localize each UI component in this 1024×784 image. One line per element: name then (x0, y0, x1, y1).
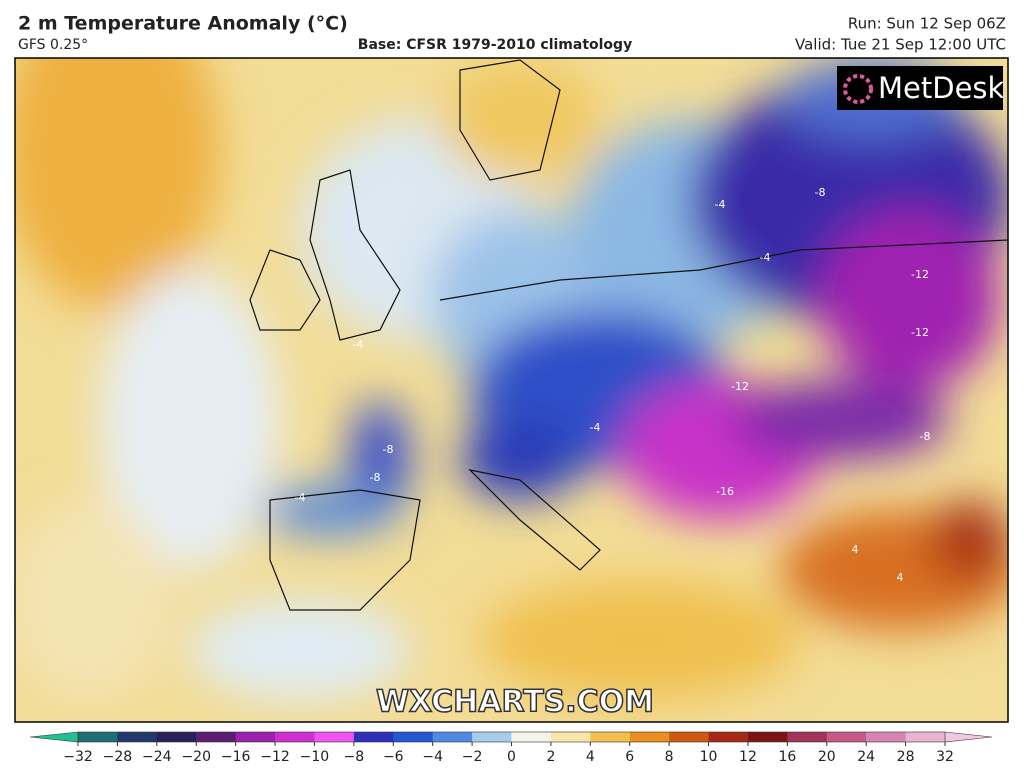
title: 2 m Temperature Anomaly (°C) (18, 13, 348, 35)
colorbar-tick-label: 4 (586, 749, 595, 765)
colorbar-segment (78, 732, 118, 742)
colorbar-segment (117, 732, 158, 742)
colorbar-tick-label: 8 (665, 749, 674, 765)
anomaly-field (15, 58, 1008, 722)
colorbar-segment (196, 732, 237, 742)
colorbar-segment (156, 732, 197, 742)
logo: MetDesk (878, 71, 1005, 105)
base: Base: CFSR 1979-2010 climatology (358, 37, 632, 53)
contour-label: -4 (760, 251, 771, 264)
colorbar-tick-label: 10 (700, 749, 718, 765)
colorbar-segment (747, 732, 788, 742)
colorbar-segment (905, 732, 946, 742)
colorbar-segment (590, 732, 631, 742)
colorbar-tick-label: 16 (778, 749, 796, 765)
colorbar-segment (393, 732, 434, 742)
contour-label: -8 (370, 471, 381, 484)
colorbar-tick-label: 2 (546, 749, 555, 765)
colorbar-segment (826, 732, 867, 742)
colorbar-segment (866, 732, 907, 742)
contour-label: -4 (590, 421, 601, 434)
contour-label: -12 (911, 268, 929, 281)
colorbar-tick-label: −16 (221, 749, 251, 765)
colorbar-tick-label: 12 (739, 749, 757, 765)
colorbar-tick-label: −32 (63, 749, 93, 765)
colorbar-tick-label: −10 (300, 749, 330, 765)
colorbar-segment (669, 732, 710, 742)
contour-label: -4 (295, 491, 306, 504)
colorbar-segment (275, 732, 315, 742)
contour-label: -8 (920, 430, 931, 443)
colorbar-segment (787, 732, 828, 742)
contour-label: 4 (897, 571, 904, 584)
colorbar-segment (235, 732, 276, 742)
colorbar-segment (550, 732, 591, 742)
colorbar-segment (353, 732, 394, 742)
logo-box (837, 66, 1003, 110)
colorbar-tick-label: −12 (260, 749, 290, 765)
colorbar-tick-label: −8 (344, 749, 365, 765)
colorbar-tick-label: 32 (936, 749, 954, 765)
contour-label: 4 (852, 543, 859, 556)
colorbar-segment (314, 732, 355, 742)
colorbar-tick-label: −24 (142, 749, 172, 765)
colorbar-segment (472, 732, 512, 742)
colorbar-tick-label: 24 (857, 749, 875, 765)
contour-label: -8 (815, 186, 826, 199)
colorbar-tick-label: 0 (507, 749, 516, 765)
contour-label: -8 (383, 443, 394, 456)
colorbar-segment (708, 732, 749, 742)
coastline (249, 59, 1008, 611)
colorbar-tick-label: 6 (625, 749, 634, 765)
map-frame (14, 57, 1009, 723)
colorbar-tick-label: −4 (422, 749, 443, 765)
colorbar-tick-label: −6 (383, 749, 404, 765)
watermark: WXCHARTS.COM (376, 685, 654, 720)
colorbar-segment (511, 732, 552, 742)
colorbar-tick-label: 20 (818, 749, 836, 765)
colorbar-tick-label: 28 (897, 749, 915, 765)
valid: Valid: Tue 21 Sep 12:00 UTC (795, 36, 1006, 54)
colorbar-segment (629, 732, 670, 742)
contour-label: -12 (911, 326, 929, 339)
contour-label: -4 (353, 338, 364, 351)
colorbar-segment (432, 732, 473, 742)
contour-label: -16 (716, 485, 734, 498)
colorbar-tick-label: −2 (462, 749, 483, 765)
colorbar-tick-label: −28 (103, 749, 133, 765)
model: GFS 0.25° (18, 37, 88, 53)
contour-label: -4 (715, 198, 726, 211)
colorbar-over (944, 731, 993, 743)
logo-icon (843, 74, 873, 104)
colorbar-under (29, 731, 79, 743)
contour-label: -12 (731, 380, 749, 393)
colorbar-tick-label: −20 (181, 749, 211, 765)
run: Run: Sun 12 Sep 06Z (848, 15, 1006, 33)
